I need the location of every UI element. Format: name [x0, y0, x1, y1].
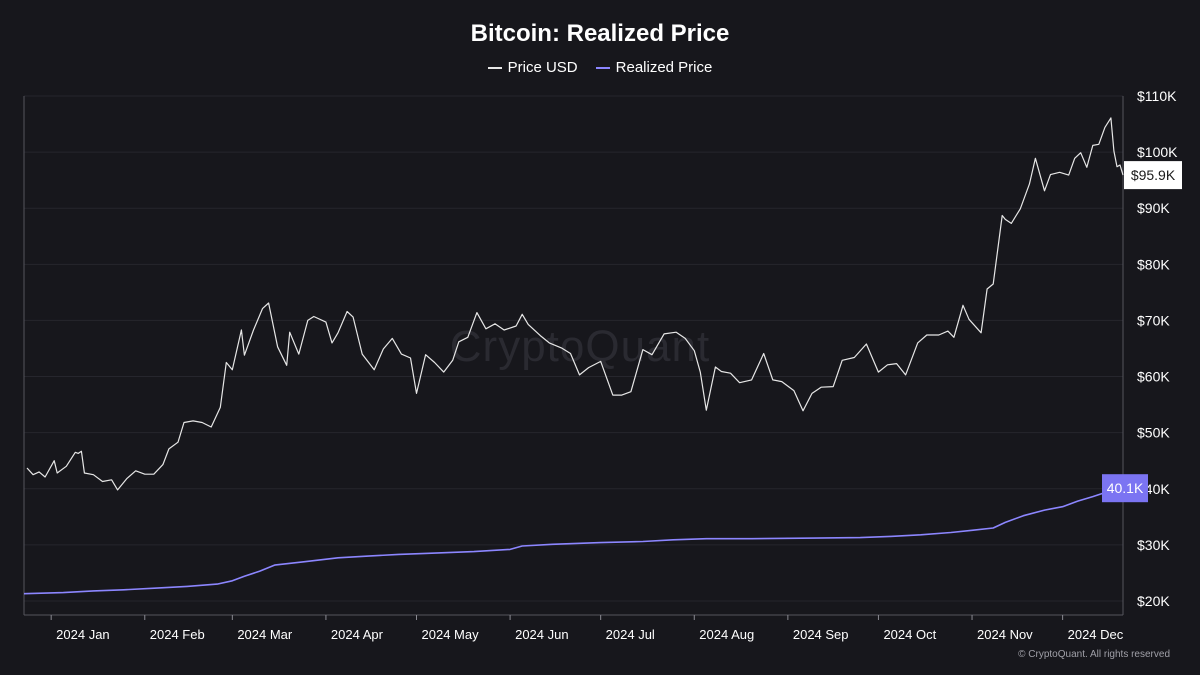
realized-price-line[interactable] — [23, 487, 1124, 595]
legend-item-price-usd[interactable]: Price USD — [487, 59, 578, 76]
x-tick-label: 2024 May — [422, 627, 480, 642]
x-tick-label: 2024 Aug — [699, 627, 754, 642]
watermark: CryptoQuant — [449, 322, 711, 371]
y-tick-label: $50K — [1137, 425, 1170, 441]
x-tick-label: 2024 Dec — [1068, 627, 1124, 642]
y-tick-label: $70K — [1137, 312, 1170, 328]
x-tick-label: 2024 Feb — [150, 627, 205, 642]
chart-legend: Price USD Realized Price — [0, 59, 1200, 76]
x-tick-label: 2024 Mar — [237, 627, 293, 642]
legend-label-realized-price: Realized Price — [615, 59, 713, 76]
y-tick-label: $100K — [1137, 144, 1178, 160]
x-tick-label: 2024 Oct — [883, 627, 936, 642]
legend-item-realized-price[interactable]: Realized Price — [595, 59, 713, 76]
legend-swatch-price-usd — [487, 66, 502, 69]
price-last-value-label: $95.9K — [1131, 167, 1176, 183]
x-tick-label: 2024 Jun — [515, 627, 569, 642]
x-tick-label: 2024 Jul — [606, 627, 655, 642]
realized-last-value-label: 40.1K — [1107, 480, 1144, 496]
y-tick-label: $60K — [1137, 369, 1170, 385]
y-tick-label: $80K — [1137, 256, 1170, 272]
x-tick-label: 2024 Nov — [977, 627, 1033, 642]
chart-title: Bitcoin: Realized Price — [470, 20, 730, 47]
legend-swatch-realized-price — [595, 66, 610, 69]
price-last-value-badge — [1124, 161, 1182, 190]
copyright-notice: © CryptoQuant. All rights reserved — [1018, 649, 1170, 660]
x-tick-label: 2024 Sep — [793, 627, 849, 642]
y-tick-label: $20K — [1137, 593, 1170, 609]
y-tick-label: $30K — [1137, 537, 1170, 553]
x-tick-label: 2024 Jan — [56, 627, 110, 642]
x-tick-label: 2024 Apr — [331, 627, 384, 642]
y-tick-label: $90K — [1137, 200, 1170, 216]
legend-label-price-usd: Price USD — [507, 59, 578, 76]
price-usd-line[interactable] — [26, 117, 1124, 491]
realized-last-value-badge — [1102, 474, 1148, 503]
y-tick-label: $110K — [1137, 88, 1177, 104]
